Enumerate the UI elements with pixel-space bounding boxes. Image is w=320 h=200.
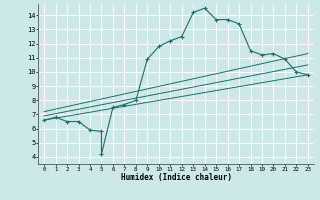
X-axis label: Humidex (Indice chaleur): Humidex (Indice chaleur) (121, 173, 231, 182)
